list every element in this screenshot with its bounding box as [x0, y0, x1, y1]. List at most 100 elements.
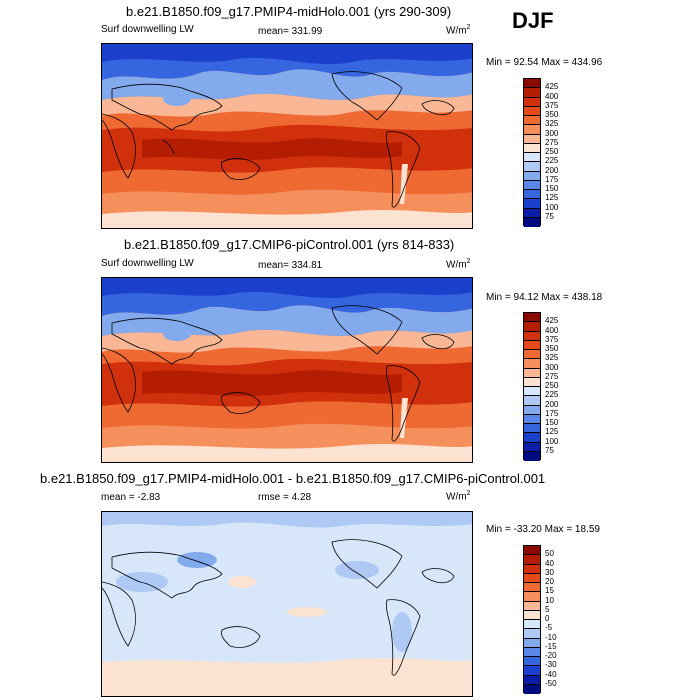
colorbar-cell	[524, 180, 540, 190]
colorbar-cell	[524, 424, 540, 434]
panel2-title: b.e21.B1850.f09_g17.CMIP6-piControl.001 …	[124, 237, 455, 252]
panel1-mean: mean= 331.99	[258, 26, 323, 37]
colorbar-cell	[524, 106, 540, 116]
panel1-variable: Surf downwelling LW	[101, 24, 194, 35]
colorbar-tick-label: 20	[545, 577, 554, 586]
panel2-mean: mean= 334.81	[258, 260, 323, 271]
colorbar-cell	[524, 647, 540, 657]
colorbar-tick-label: 175	[545, 408, 559, 418]
colorbar-tick-label: 175	[545, 174, 559, 184]
colorbar-cell	[524, 162, 540, 172]
colorbar-cell	[524, 387, 540, 397]
colorbar-tick-label: 325	[545, 353, 559, 363]
colorbar-tick-label: -20	[545, 651, 557, 660]
colorbar-tick-label: 0	[545, 614, 550, 623]
colorbar-cell	[524, 684, 540, 694]
colorbar-tick-label: 425	[545, 82, 559, 92]
colorbar-cell	[524, 190, 540, 200]
panel3-title: b.e21.B1850.f09_g17.PMIP4-midHolo.001 - …	[40, 471, 546, 486]
panel3-mean: mean = -2.83	[101, 492, 161, 503]
colorbar-tick-label: 30	[545, 567, 554, 577]
panel2-colorbar	[523, 312, 541, 461]
colorbar-cell	[524, 350, 540, 360]
colorbar-tick-label: -40	[545, 669, 557, 679]
colorbar-tick-label: 350	[545, 344, 559, 353]
colorbar-cell	[524, 368, 540, 378]
colorbar-cell	[524, 153, 540, 163]
panel1-minmax: Min = 92.54 Max = 434.96	[486, 57, 603, 68]
colorbar-tick-label: 200	[545, 399, 559, 409]
colorbar-cell	[524, 313, 540, 323]
colorbar-tick-label: 40	[545, 558, 554, 568]
colorbar-tick-label: 5	[545, 604, 550, 614]
colorbar-cell	[524, 217, 540, 227]
colorbar-tick-label: 400	[545, 325, 559, 335]
colorbar-cell	[524, 601, 540, 611]
colorbar-tick-label: 275	[545, 137, 559, 147]
colorbar-cell	[524, 340, 540, 350]
colorbar-cell	[524, 638, 540, 648]
colorbar-cell	[524, 675, 540, 685]
colorbar-tick-label: 225	[545, 156, 559, 166]
colorbar-tick-label: 15	[545, 586, 554, 596]
colorbar-cell	[524, 134, 540, 144]
panel1-units: W/m2	[446, 24, 471, 37]
colorbar-cell	[524, 546, 540, 556]
colorbar-tick-label: 375	[545, 334, 559, 344]
colorbar-tick-label: 125	[545, 193, 559, 203]
colorbar-tick-label: 300	[545, 128, 559, 138]
colorbar-tick-label: 150	[545, 418, 559, 427]
colorbar-cell	[524, 620, 540, 630]
colorbar-cell	[524, 322, 540, 332]
panel2-units: W/m2	[446, 258, 471, 271]
panel3-rmse: rmse = 4.28	[258, 492, 312, 503]
colorbar-cell	[524, 79, 540, 89]
colorbar-cell	[524, 629, 540, 639]
colorbar-cell	[524, 666, 540, 676]
colorbar-tick-label: 300	[545, 362, 559, 372]
colorbar-cell	[524, 199, 540, 209]
colorbar-tick-label: 350	[545, 110, 559, 119]
colorbar-tick-label: 150	[545, 184, 559, 193]
colorbar-tick-label: 325	[545, 119, 559, 129]
colorbar-tick-label: 200	[545, 165, 559, 175]
panel1-map	[101, 43, 473, 229]
colorbar-tick-label: -15	[545, 641, 557, 651]
panel1-colorbar-ticks: 425 400 375 350 325 300 275 250 225 200 175 150 125 1…	[523, 78, 563, 226]
panel2-variable: Surf downwelling LW	[101, 258, 194, 269]
colorbar-cell	[524, 396, 540, 406]
panel3-map	[101, 511, 473, 697]
colorbar-cell	[524, 405, 540, 415]
panel2-map	[101, 277, 473, 463]
colorbar-cell	[524, 143, 540, 153]
colorbar-cell	[524, 433, 540, 443]
panel2-colorbar-ticks: 425 400 375 350 325 300 275 250 225 200 175 150 125 1…	[523, 312, 563, 460]
panel3-minmax: Min = -33.20 Max = 18.59	[486, 524, 600, 535]
colorbar-cell	[524, 564, 540, 574]
colorbar-tick-label: 75	[545, 445, 554, 455]
colorbar-tick-label: -5	[545, 623, 553, 633]
colorbar-tick-label: 125	[545, 427, 559, 437]
colorbar-tick-label: 250	[545, 147, 559, 156]
colorbar-cell	[524, 610, 540, 620]
panel1-title: b.e21.B1850.f09_g17.PMIP4-midHolo.001 (y…	[126, 4, 452, 19]
colorbar-cell	[524, 573, 540, 583]
colorbar-tick-label: 375	[545, 100, 559, 110]
colorbar-cell	[524, 171, 540, 181]
panel2-field	[102, 278, 472, 462]
colorbar-cell	[524, 555, 540, 565]
colorbar-cell	[524, 331, 540, 341]
colorbar-cell	[524, 97, 540, 107]
colorbar-cell	[524, 442, 540, 452]
colorbar-tick-label: 10	[545, 595, 554, 605]
colorbar-tick-label: 400	[545, 91, 559, 101]
panel1-field	[102, 44, 472, 228]
colorbar-cell	[524, 414, 540, 424]
colorbar-cell	[524, 583, 540, 593]
panel2-minmax: Min = 94.12 Max = 438.18	[486, 292, 603, 303]
panel3-colorbar	[523, 545, 541, 694]
colorbar-cell	[524, 116, 540, 126]
panel1-colorbar	[523, 78, 541, 227]
colorbar-tick-label: 225	[545, 390, 559, 400]
colorbar-cell	[524, 592, 540, 602]
